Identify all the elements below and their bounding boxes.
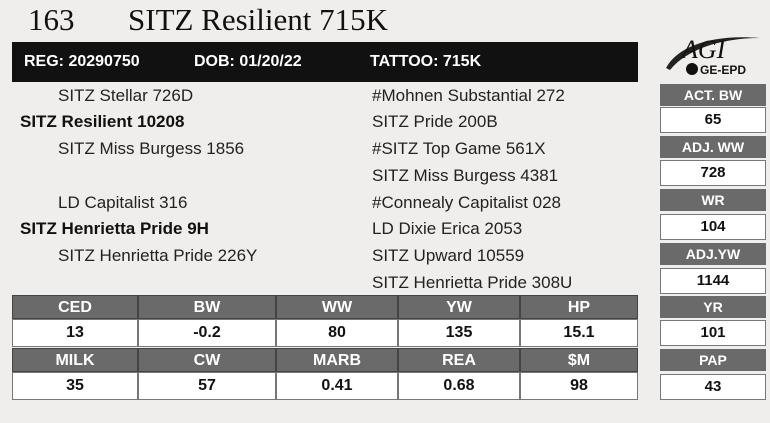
stat-label-adj-yw: ADJ.YW (660, 243, 766, 265)
pedigree-sire: SITZ Resilient 10208 (20, 112, 185, 131)
registration-bar: REG: 20290750 DOB: 01/20/22 TATTOO: 715K (12, 42, 638, 82)
stat-label-adj-ww: ADJ. WW (660, 136, 766, 158)
epd-label-ced: CED (12, 295, 138, 319)
epd-label-m-dollar: $M (520, 348, 638, 372)
epd-label-marb: MARB (276, 348, 398, 372)
pedigree-sire-dam: SITZ Miss Burgess 1856 (58, 139, 245, 158)
epd-value-marb: 0.41 (276, 372, 398, 400)
stat-value-act-bw: 65 (660, 107, 766, 133)
stat-value-adj-ww: 728 (660, 160, 766, 186)
pedigree-sire-sire: SITZ Stellar 726D (58, 86, 194, 105)
epd-label-bw: BW (138, 295, 276, 319)
epd-value-rea: 0.68 (398, 372, 520, 400)
epd-value-ced: 13 (12, 319, 138, 347)
pedigree-ancestor: SITZ Miss Burgess 4381 (372, 166, 559, 185)
date-of-birth: DOB: 01/20/22 (194, 53, 302, 70)
pedigree-ancestor: #SITZ Top Game 561X (372, 139, 546, 158)
stat-label-pap: PAP (660, 349, 766, 371)
pedigree-dam: SITZ Henrietta Pride 9H (20, 219, 209, 238)
stat-value-pap: 43 (660, 374, 766, 400)
epd-value-yw: 135 (398, 319, 520, 347)
epd-label-yw: YW (398, 295, 520, 319)
pedigree-ancestor: SITZ Upward 10559 (372, 246, 525, 265)
lot-title: 163 SITZ Resilient 715K (10, 2, 388, 38)
epd-label-ww: WW (276, 295, 398, 319)
reg-number: REG: 20290750 (24, 53, 140, 70)
epd-value-bw: -0.2 (138, 319, 276, 347)
epd-label-milk: MILK (12, 348, 138, 372)
stat-value-wr: 104 (660, 214, 766, 240)
stat-label-act-bw: ACT. BW (660, 84, 766, 106)
pedigree-ancestor: LD Dixie Erica 2053 (372, 219, 523, 238)
ge-epd-text: GE-EPD (700, 63, 746, 77)
epd-label-cw: CW (138, 348, 276, 372)
pedigree-ancestor: #Mohnen Substantial 272 (372, 86, 565, 105)
stat-label-yr: YR (660, 296, 766, 318)
pedigree-ancestor: #Connealy Capitalist 028 (372, 193, 562, 212)
epd-value-ww: 80 (276, 319, 398, 347)
stat-label-wr: WR (660, 189, 766, 211)
pedigree-ancestor: SITZ Henrietta Pride 308U (372, 273, 573, 292)
epd-value-milk: 35 (12, 372, 138, 400)
animal-name: SITZ Resilient 715K (128, 2, 389, 37)
epd-label-hp: HP (520, 295, 638, 319)
agi-logo-text: AGI (680, 35, 727, 64)
pedigree-dam-sire: LD Capitalist 316 (58, 193, 188, 212)
lot-number: 163 (28, 2, 75, 37)
epd-value-hp: 15.1 (520, 319, 638, 347)
epd-value-cw: 57 (138, 372, 276, 400)
agi-logo: AGI GE-EPD (666, 35, 760, 77)
stat-value-yr: 101 (660, 320, 766, 346)
pedigree-dam-dam: SITZ Henrietta Pride 226Y (58, 246, 258, 265)
epd-value-m-dollar: 98 (520, 372, 638, 400)
epd-label-rea: REA (398, 348, 520, 372)
stat-value-adj-yw: 1144 (660, 268, 766, 294)
tattoo: TATTOO: 715K (370, 53, 482, 70)
pedigree-ancestor: SITZ Pride 200B (372, 112, 498, 131)
